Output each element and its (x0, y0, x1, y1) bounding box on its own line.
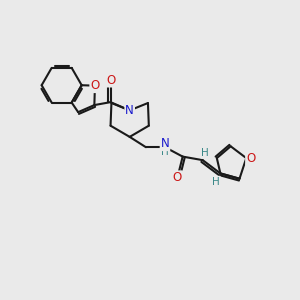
Text: O: O (106, 74, 115, 87)
Text: O: O (90, 79, 100, 92)
Text: N: N (125, 104, 134, 117)
Text: N: N (160, 137, 169, 150)
Text: H: H (212, 177, 220, 187)
Text: H: H (161, 147, 169, 157)
Text: O: O (246, 152, 255, 165)
Text: H: H (201, 148, 209, 158)
Text: O: O (173, 171, 182, 184)
